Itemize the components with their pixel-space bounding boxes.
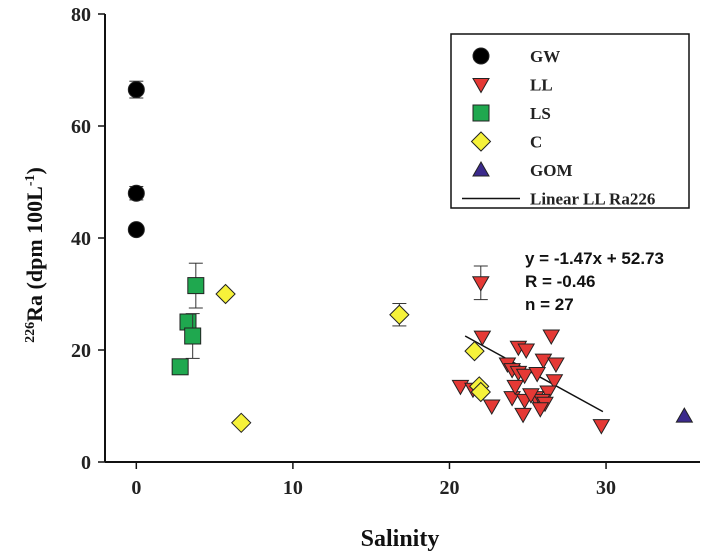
series-gw	[127, 80, 145, 239]
x-tick-label: 20	[439, 477, 459, 499]
x-tick-label: 30	[596, 477, 616, 499]
y-tick-label: 0	[81, 452, 91, 474]
data-point-ll	[522, 388, 540, 404]
legend-marker	[472, 160, 490, 177]
x-axis-label: Salinity	[361, 526, 440, 552]
y-axis-label-isotope: 226	[23, 322, 38, 343]
regression-equation: y = -1.47x + 52.73	[525, 249, 664, 268]
data-point-ls	[171, 358, 189, 376]
data-point-ll	[471, 276, 490, 292]
data-point-ls	[187, 277, 205, 295]
legend-label: Linear LL Ra226	[530, 190, 655, 209]
data-point-ll	[528, 367, 547, 383]
data-point-ll	[534, 353, 553, 370]
legend-marker	[472, 47, 490, 65]
legend-item-ll: LL	[472, 76, 553, 95]
legend-item-c: C	[470, 131, 542, 152]
legend-item-gw: GW	[472, 47, 560, 66]
data-point-gw	[127, 184, 145, 202]
series-c	[215, 283, 491, 434]
legend-item-linear-ll-ra226: Linear LL Ra226	[462, 190, 655, 209]
data-point-ll	[451, 379, 470, 396]
data-point-gom	[675, 407, 694, 423]
data-point-ll	[482, 399, 501, 416]
legend-label: GW	[530, 47, 560, 66]
y-axis-label: 226Ra (dpm 100L-1)	[22, 167, 47, 343]
x-tick-label: 0	[131, 477, 141, 499]
legend-items: GW LL LS C GOM Linear LL Ra226	[462, 47, 655, 209]
data-point-ll	[539, 385, 557, 402]
data-point-c	[389, 304, 410, 325]
legend-label: GOM	[530, 161, 573, 180]
regression-r: R = -0.46	[525, 272, 595, 291]
data-point-gw	[127, 81, 145, 99]
data-point-c	[231, 412, 252, 434]
data-point-ll	[547, 357, 565, 374]
legend-marker	[472, 78, 490, 94]
legend: GW LL LS C GOM Linear LL Ra226	[450, 33, 690, 209]
legend-marker	[470, 131, 492, 152]
legend-label: LL	[530, 76, 553, 95]
y-axis-label-close: )	[22, 167, 47, 174]
data-points	[127, 80, 694, 435]
legend-marker	[472, 104, 490, 122]
y-tick-label: 20	[71, 340, 91, 362]
legend-label: LS	[530, 104, 551, 123]
data-point-gw	[127, 221, 145, 239]
legend-item-gom: GOM	[472, 160, 573, 180]
x-tick-label: 10	[283, 477, 303, 499]
legend-item-ls: LS	[472, 104, 551, 123]
axis-ticks: 0 20 40 60 80 0 10 20 30	[71, 4, 616, 499]
data-point-ll	[506, 379, 525, 396]
data-point-ll	[514, 407, 532, 424]
y-axis-label-exponent: -1	[23, 174, 38, 186]
data-point-c	[215, 283, 236, 305]
regression-n: n = 27	[525, 295, 574, 314]
data-point-ll	[592, 419, 611, 435]
data-point-c	[464, 340, 485, 362]
series-ls	[171, 262, 205, 376]
y-axis-label-main: Ra (dpm 100L	[22, 186, 47, 322]
data-point-ls	[184, 327, 202, 345]
data-point-ll	[517, 343, 536, 360]
data-point-ll	[545, 374, 564, 390]
regression-annotation: y = -1.47x + 52.73 R = -0.46 n = 27	[525, 249, 664, 314]
data-point-ll	[531, 402, 550, 418]
series-ll	[451, 265, 611, 435]
data-point-ll	[515, 368, 534, 385]
y-tick-label: 80	[71, 4, 91, 26]
data-point-ll	[473, 330, 492, 347]
y-tick-label: 40	[71, 228, 91, 250]
data-point-ll	[542, 329, 561, 346]
legend-label: C	[530, 133, 542, 152]
series-gom	[675, 407, 694, 423]
data-point-ll	[503, 391, 521, 407]
data-point-c	[470, 381, 491, 403]
legend-box	[450, 33, 690, 209]
y-tick-label: 60	[71, 116, 91, 138]
